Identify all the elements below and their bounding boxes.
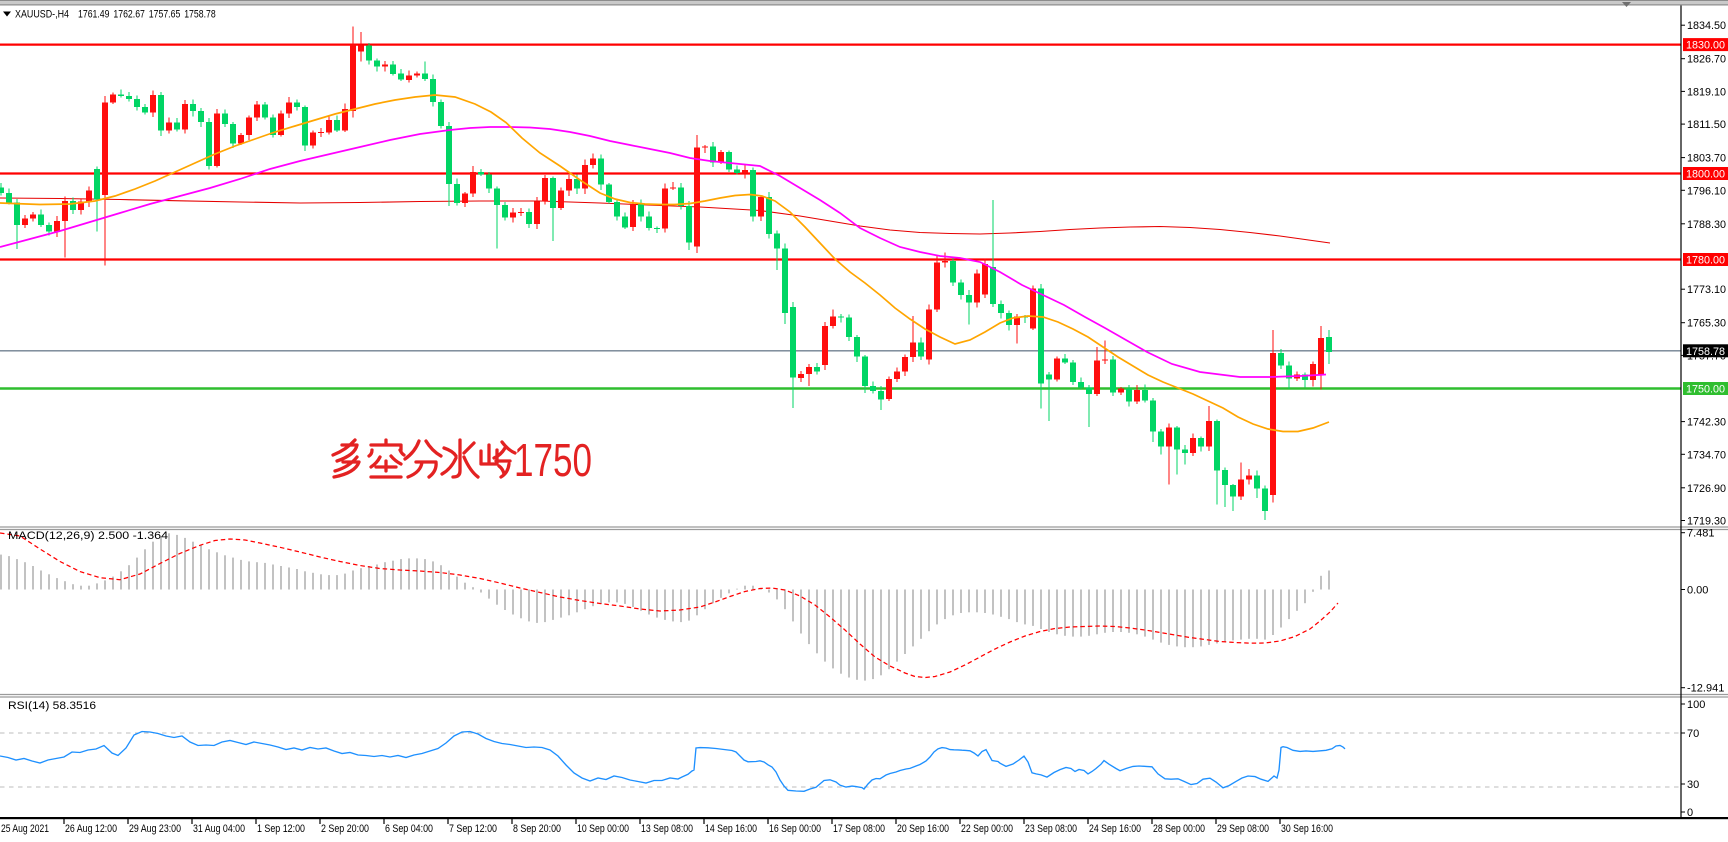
svg-text:1796.10: 1796.10 — [1687, 185, 1726, 197]
svg-text:22 Sep 00:00: 22 Sep 00:00 — [961, 823, 1013, 835]
svg-text:MACD(12,26,9) 2.500 -1.364: MACD(12,26,9) 2.500 -1.364 — [8, 530, 168, 542]
svg-text:1826.70: 1826.70 — [1687, 54, 1726, 66]
svg-text:1757.65: 1757.65 — [149, 9, 181, 21]
svg-text:17 Sep 08:00: 17 Sep 08:00 — [833, 823, 885, 835]
svg-text:1830.00: 1830.00 — [1686, 40, 1725, 52]
svg-text:1726.90: 1726.90 — [1687, 483, 1726, 495]
svg-text:70: 70 — [1687, 728, 1699, 740]
svg-text:1750.00: 1750.00 — [1686, 384, 1725, 396]
svg-text:26 Aug 12:00: 26 Aug 12:00 — [65, 823, 117, 835]
svg-text:7.481: 7.481 — [1687, 528, 1715, 540]
svg-text:1765.30: 1765.30 — [1687, 318, 1726, 330]
svg-text:1762.67: 1762.67 — [113, 9, 144, 21]
svg-text:1819.10: 1819.10 — [1687, 86, 1726, 98]
svg-text:0.00: 0.00 — [1687, 585, 1708, 597]
svg-text:29 Sep 08:00: 29 Sep 08:00 — [1217, 823, 1269, 835]
svg-text:25 Aug 2021: 25 Aug 2021 — [1, 823, 49, 835]
svg-text:2 Sep 20:00: 2 Sep 20:00 — [321, 823, 369, 835]
svg-text:20 Sep 16:00: 20 Sep 16:00 — [897, 823, 949, 835]
svg-text:8 Sep 20:00: 8 Sep 20:00 — [513, 823, 561, 835]
svg-text:1758.78: 1758.78 — [184, 9, 216, 21]
svg-text:1761.49: 1761.49 — [78, 9, 110, 21]
svg-text:31 Aug 04:00: 31 Aug 04:00 — [193, 823, 245, 835]
svg-text:1750: 1750 — [514, 434, 592, 486]
svg-text:1758.78: 1758.78 — [1686, 346, 1725, 358]
svg-text:16 Sep 00:00: 16 Sep 00:00 — [769, 823, 821, 835]
svg-text:23 Sep 08:00: 23 Sep 08:00 — [1025, 823, 1077, 835]
svg-text:24 Sep 16:00: 24 Sep 16:00 — [1089, 823, 1141, 835]
svg-text:13 Sep 08:00: 13 Sep 08:00 — [641, 823, 693, 835]
svg-text:1780.00: 1780.00 — [1686, 255, 1725, 267]
svg-text:1788.30: 1788.30 — [1687, 219, 1726, 231]
svg-text:1834.50: 1834.50 — [1687, 20, 1726, 32]
svg-text:1803.70: 1803.70 — [1687, 153, 1726, 165]
svg-text:14 Sep 16:00: 14 Sep 16:00 — [705, 823, 757, 835]
svg-text:30: 30 — [1687, 779, 1699, 791]
svg-text:1800.00: 1800.00 — [1686, 169, 1725, 181]
svg-text:10 Sep 00:00: 10 Sep 00:00 — [577, 823, 629, 835]
svg-text:1734.70: 1734.70 — [1687, 449, 1726, 461]
svg-text:1811.50: 1811.50 — [1687, 119, 1726, 131]
svg-text:28 Sep 00:00: 28 Sep 00:00 — [1153, 823, 1205, 835]
svg-text:1742.30: 1742.30 — [1687, 417, 1726, 429]
svg-text:XAUUSD-,H4: XAUUSD-,H4 — [15, 9, 69, 21]
svg-text:0: 0 — [1687, 807, 1693, 819]
svg-text:-12.941: -12.941 — [1687, 683, 1724, 695]
svg-text:7 Sep 12:00: 7 Sep 12:00 — [449, 823, 497, 835]
svg-text:100: 100 — [1687, 699, 1705, 711]
svg-text:29 Aug 23:00: 29 Aug 23:00 — [129, 823, 181, 835]
svg-text:6 Sep 04:00: 6 Sep 04:00 — [385, 823, 433, 835]
svg-text:1 Sep 12:00: 1 Sep 12:00 — [257, 823, 305, 835]
svg-text:30 Sep 16:00: 30 Sep 16:00 — [1281, 823, 1333, 835]
svg-text:RSI(14) 58.3516: RSI(14) 58.3516 — [8, 700, 96, 712]
svg-text:1719.30: 1719.30 — [1687, 516, 1726, 528]
svg-text:1773.10: 1773.10 — [1687, 284, 1726, 296]
